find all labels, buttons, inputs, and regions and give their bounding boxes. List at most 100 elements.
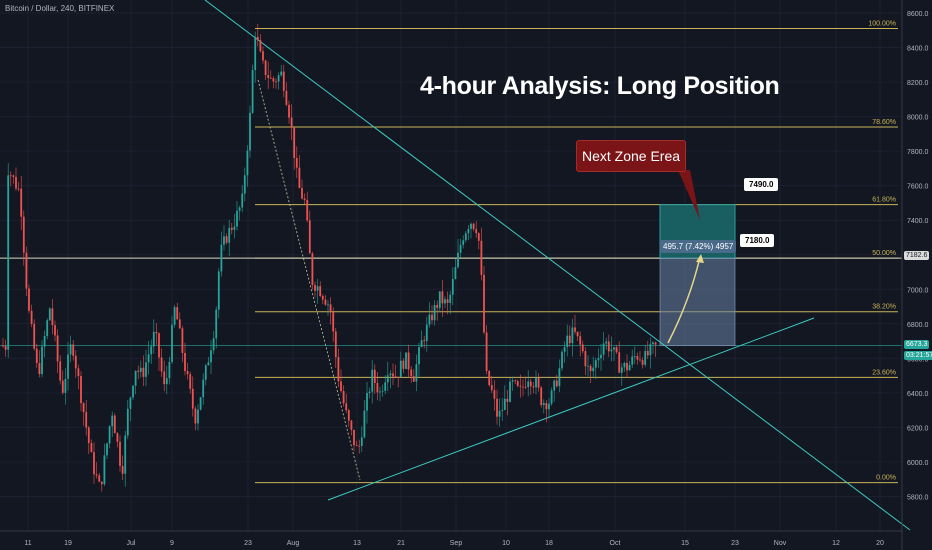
candle-body <box>9 175 12 177</box>
candle-body <box>72 344 75 356</box>
candle-body <box>423 340 426 342</box>
x-tick-label: 18 <box>545 540 553 547</box>
candle-body <box>535 377 537 388</box>
y-tick-label: 7000.0 <box>907 287 929 294</box>
candle-body <box>295 158 298 168</box>
candle-body <box>566 335 569 347</box>
candle-body <box>540 387 543 406</box>
trend-lines <box>204 0 911 531</box>
candle-body <box>202 379 205 398</box>
candle-body <box>251 69 254 113</box>
candle-body <box>410 369 413 377</box>
candle-body <box>293 127 296 159</box>
candle-body <box>524 386 527 388</box>
candle-body <box>334 331 337 358</box>
candle-body <box>282 71 285 91</box>
candle-body <box>592 367 595 372</box>
candle-body <box>69 344 72 355</box>
candle-body <box>121 465 124 474</box>
candle-body <box>345 403 348 411</box>
x-tick-label: 21 <box>397 540 405 547</box>
candle-body <box>108 426 111 444</box>
x-tick-label: Nov <box>774 540 787 547</box>
candle-body <box>574 327 576 332</box>
candle-body <box>155 331 158 334</box>
candle-body <box>394 376 397 378</box>
callout-pointer <box>678 170 700 220</box>
candle-body <box>217 271 220 310</box>
candle-body <box>470 223 472 229</box>
candle-body <box>342 391 345 404</box>
candle-body <box>113 415 116 434</box>
candle-body <box>412 376 415 382</box>
candle-body <box>67 354 69 379</box>
candle-body <box>80 376 82 404</box>
candle-body <box>7 175 10 350</box>
candle-body <box>215 309 218 339</box>
candle-body <box>152 331 155 347</box>
y-tick-label: 7400.0 <box>907 218 929 225</box>
candle-body <box>584 351 587 367</box>
candle-body <box>241 193 244 208</box>
candle-body <box>256 36 259 41</box>
candle-body <box>415 364 418 382</box>
candle-body <box>496 398 498 417</box>
candle-body <box>142 367 145 377</box>
target-upper-tag[interactable]: 7490.0 <box>744 178 779 191</box>
candle-body <box>613 347 615 350</box>
candle-body <box>350 420 353 430</box>
candle-body <box>503 398 506 411</box>
candle-body <box>54 325 56 336</box>
uptrend-line <box>327 317 815 501</box>
candle-body <box>376 382 379 393</box>
candle-body <box>316 286 319 291</box>
candle-body <box>2 345 4 347</box>
candle-body <box>186 371 189 375</box>
candle-body <box>74 355 77 369</box>
candle-body <box>602 343 605 355</box>
candle-body <box>579 336 582 345</box>
candle-body <box>366 393 368 411</box>
candle-body <box>379 391 381 393</box>
candle-body <box>82 403 85 413</box>
candle-body <box>220 244 223 272</box>
candle-body <box>111 415 114 427</box>
candle-body <box>272 78 275 82</box>
candle-body <box>48 308 51 321</box>
chart-title: 4-hour Analysis: Long Position <box>420 72 780 100</box>
candle-body <box>314 285 316 291</box>
candle-body <box>483 274 485 333</box>
target-lower-tag[interactable]: 7180.0 <box>740 234 775 247</box>
x-tick-label: 15 <box>681 540 689 547</box>
candle-body <box>303 198 306 200</box>
candle-body <box>126 408 129 436</box>
candle-body <box>615 347 618 353</box>
candle-body <box>308 220 311 254</box>
candle-body <box>459 244 462 253</box>
candle-body <box>628 364 631 371</box>
candle-body <box>537 377 540 388</box>
candle-body <box>545 403 548 410</box>
candle-body <box>607 341 610 352</box>
candle-body <box>290 117 293 128</box>
candle-body <box>433 304 436 321</box>
x-tick-label: 9 <box>170 540 174 547</box>
candle-body <box>399 360 402 378</box>
candle-body <box>129 397 132 409</box>
candle-body <box>43 336 46 347</box>
candle-body <box>597 358 600 361</box>
candle-body <box>498 410 501 417</box>
candle-body <box>358 445 361 447</box>
candle-body <box>371 369 374 392</box>
candle-body <box>425 324 428 342</box>
grid-lines <box>0 0 902 531</box>
candle-body <box>639 359 641 361</box>
measure-label: 495.7 (7.42%) 4957 <box>660 240 737 253</box>
candle-body <box>553 380 556 391</box>
candle-body <box>259 40 262 52</box>
fib-label: 38.20% <box>872 304 896 311</box>
callout-box[interactable]: Next Zone Erea <box>576 140 686 172</box>
y-tick-label: 6400.0 <box>907 391 929 398</box>
candle-body <box>168 361 171 379</box>
